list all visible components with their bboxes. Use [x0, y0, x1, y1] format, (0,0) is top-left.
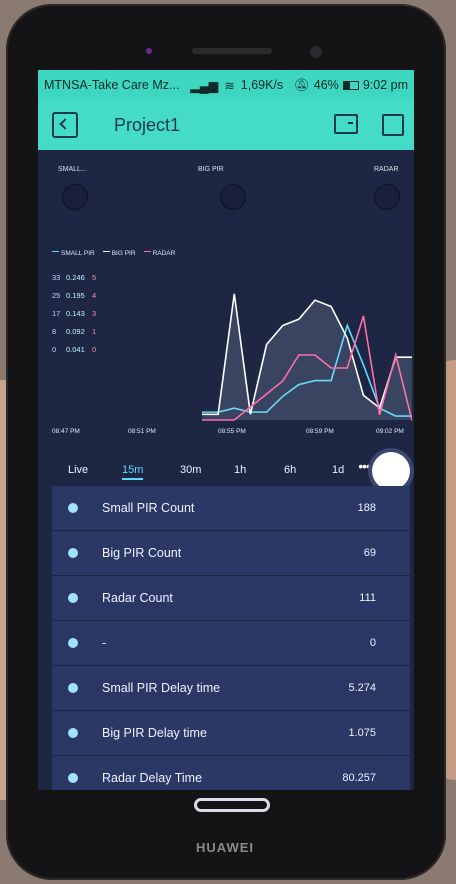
carrier-label: MTNSA-Take Care Mz... — [44, 78, 180, 92]
superchart[interactable] — [52, 250, 412, 421]
row-value: 5.274 — [348, 682, 376, 694]
legend-small-pir: SMALL PIR — [52, 250, 95, 257]
x-tick: 08:59 PM — [306, 428, 334, 435]
series-line-small-pir — [202, 323, 412, 417]
home-button[interactable] — [194, 798, 270, 812]
x-tick: 08:51 PM — [128, 428, 156, 435]
chart-legend: SMALL PIR BIG PIR RADAR — [52, 250, 175, 257]
led-row: SMALL... BIG PIR RADAR — [38, 160, 414, 210]
list-item: Big PIR Delay time 1.075 — [52, 711, 410, 756]
value-list: Small PIR Count 188 Big PIR Count 69 Radar… — [52, 486, 410, 790]
mute-icon: 🔕︎ — [293, 77, 310, 92]
x-axis-labels: 08:47 PM 08:51 PM 08:55 PM 08:59 PM 09:0… — [52, 428, 412, 438]
row-value: 111 — [359, 592, 376, 604]
battery-percent: 46% — [313, 78, 339, 92]
led-radar — [374, 184, 400, 210]
battery-icon — [342, 80, 359, 90]
phone: MTNSA-Take Care Mz... ▂▄▆ ≋ 1,69K/s 🔕︎ 4… — [6, 4, 446, 880]
brand-logo: HUAWEI — [196, 840, 254, 855]
y-tick: 0.246 — [66, 272, 85, 282]
legend-radar: RADAR — [143, 250, 175, 257]
row-label: Radar Count — [102, 591, 173, 605]
front-camera-icon — [310, 46, 322, 58]
front-sensor — [146, 48, 152, 54]
list-item: Radar Delay Time 80.257 — [52, 756, 410, 790]
led-label-big: BIG PIR — [198, 166, 224, 173]
row-label: Radar Delay Time — [102, 771, 203, 785]
y-tick: 33 — [52, 272, 61, 282]
led-dot-icon — [68, 728, 78, 738]
row-label: Small PIR Delay time — [102, 681, 221, 695]
y-tick: 0.143 — [66, 308, 85, 318]
list-item: Small PIR Count 188 — [52, 486, 410, 531]
period-1h[interactable]: 1h — [234, 464, 247, 476]
period-15m[interactable]: 15m — [122, 464, 144, 480]
x-tick: 09:02 PM — [376, 428, 404, 435]
y-tick: 0 — [52, 344, 57, 354]
row-label: - — [102, 636, 107, 650]
y-tick: 0.195 — [66, 290, 85, 300]
row-value: 80.257 — [342, 772, 376, 784]
list-item: Small PIR Delay time 5.274 — [52, 666, 410, 711]
y-tick: 8 — [52, 326, 57, 336]
led-dot-icon — [68, 503, 78, 513]
led-dot-icon — [68, 593, 78, 603]
period-6h[interactable]: 6h — [284, 464, 297, 476]
list-item: Big PIR Count 69 — [52, 531, 410, 576]
led-dot-icon — [68, 683, 78, 693]
led-dot-icon — [68, 548, 78, 558]
row-label: Big PIR Count — [102, 546, 182, 560]
y-tick: 17 — [52, 308, 61, 318]
x-tick: 08:55 PM — [218, 428, 246, 435]
row-label: Big PIR Delay time — [102, 726, 207, 740]
earpiece-speaker — [192, 48, 272, 54]
fab-button[interactable] — [372, 452, 410, 490]
more-icon[interactable]: ••• — [358, 458, 371, 474]
screen: MTNSA-Take Care Mz... ▂▄▆ ≋ 1,69K/s 🔕︎ 4… — [38, 70, 414, 790]
y-tick: 25 — [52, 290, 61, 300]
status-bar: MTNSA-Take Care Mz... ▂▄▆ ≋ 1,69K/s 🔕︎ 4… — [38, 70, 414, 100]
list-item: Radar Count 111 — [52, 576, 410, 621]
legend-big-pir: BIG PIR — [102, 250, 136, 257]
app-bar: Project1 — [38, 100, 414, 150]
list-item: -0 — [52, 621, 410, 666]
y-tick: 1 — [92, 326, 97, 336]
led-small-pir — [62, 184, 88, 210]
row-value: 69 — [363, 547, 376, 559]
dashboard: SMALL... BIG PIR RADAR SMALL PIR BIG PIR… — [38, 150, 414, 790]
row-value: 1.075 — [348, 727, 376, 739]
led-big-pir — [220, 184, 246, 210]
wifi-icon: ≋ — [224, 78, 235, 93]
y-tick: 0.092 — [66, 326, 85, 336]
signal-icon: ▂▄▆ — [190, 78, 219, 93]
period-live[interactable]: Live — [68, 464, 89, 476]
led-label-radar: RADAR — [374, 166, 399, 173]
stop-icon[interactable] — [382, 114, 404, 136]
y-tick: 0.041 — [66, 344, 85, 354]
row-value: 188 — [357, 502, 376, 514]
series-line-radar — [202, 315, 412, 421]
led-dot-icon — [68, 773, 78, 783]
period-1d[interactable]: 1d — [332, 464, 345, 476]
period-30m[interactable]: 30m — [180, 464, 202, 476]
period-selector: Live 15m 30m 1h 6h 1d — [38, 460, 414, 484]
y-axis-values: 33 0.246 5 25 0.195 4 17 0.143 3 8 0.092 1 0 0.04… — [52, 268, 102, 358]
row-label: Small PIR Count — [102, 501, 195, 515]
y-tick: 0 — [92, 344, 97, 354]
y-tick: 4 — [92, 290, 97, 300]
x-tick: 08:47 PM — [52, 428, 80, 435]
row-value: 0 — [369, 637, 376, 649]
net-speed: 1,69K/s — [240, 78, 284, 92]
chart-svg — [202, 293, 412, 421]
led-dot-icon — [68, 638, 78, 648]
device-icon[interactable] — [334, 114, 358, 134]
back-icon[interactable] — [52, 112, 78, 138]
area-big-pir — [202, 293, 412, 420]
y-tick: 3 — [92, 308, 97, 318]
led-label-small: SMALL... — [58, 166, 87, 173]
clock: 9:02 pm — [362, 78, 408, 92]
page-title: Project1 — [114, 114, 181, 135]
y-tick: 5 — [92, 272, 97, 282]
